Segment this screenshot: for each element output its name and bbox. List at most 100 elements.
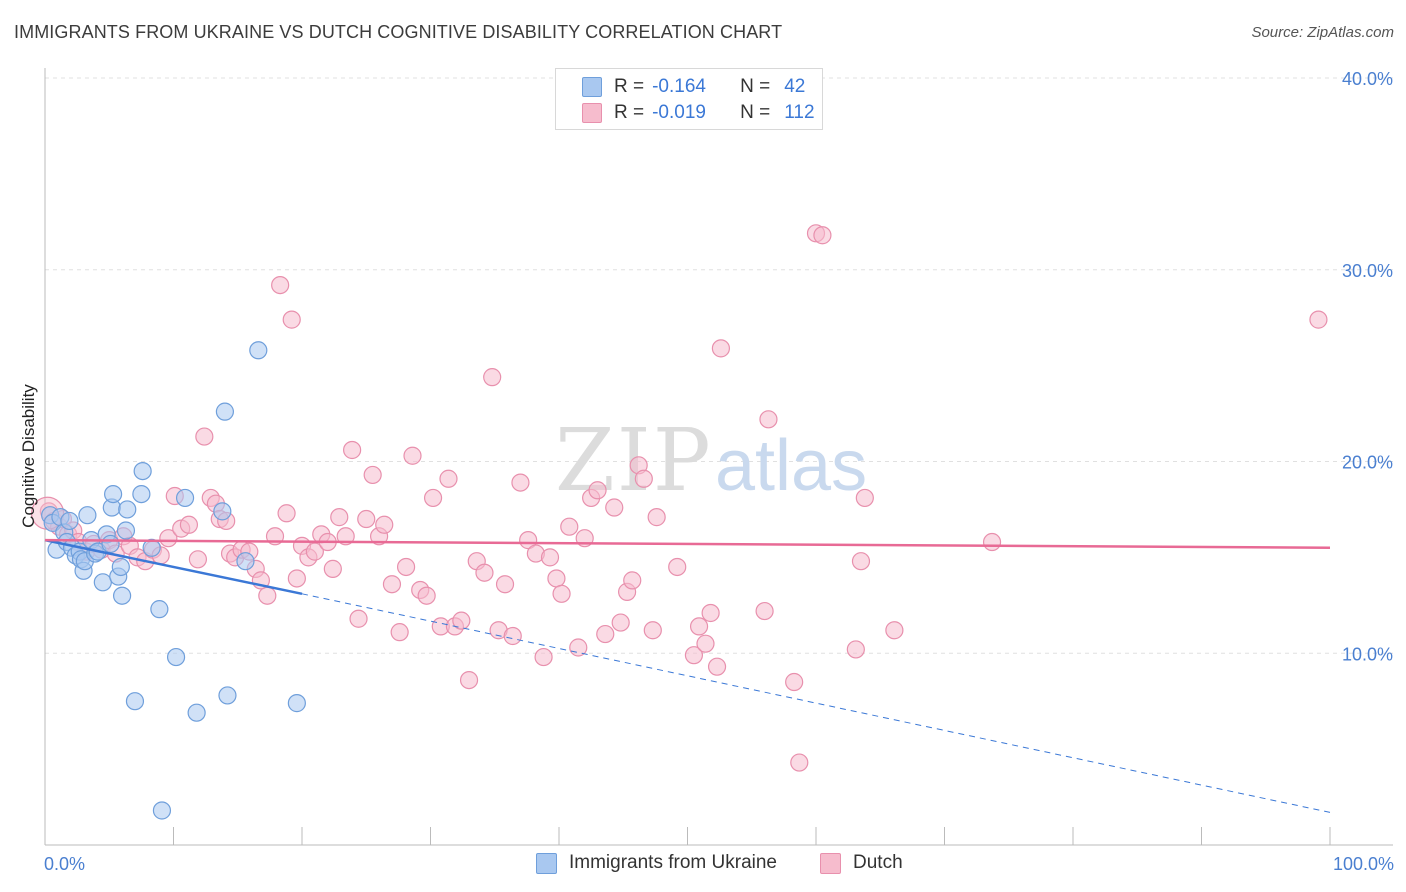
dutch-point (1309, 310, 1328, 329)
ukraine-point (133, 461, 152, 481)
dutch-point (547, 569, 566, 588)
dutch-point (511, 473, 530, 492)
series-legend: Immigrants from Ukraine Dutch (0, 852, 1406, 876)
dutch-point (540, 548, 560, 567)
dutch-point (519, 531, 538, 550)
dutch-point (179, 515, 199, 534)
ukraine-point (118, 500, 137, 519)
dutch-point (287, 569, 306, 588)
dutch-point (701, 603, 720, 623)
ukraine-points (41, 341, 306, 820)
dutch-point (495, 575, 515, 594)
chart-title: IMMIGRANTS FROM UKRAINE VS DUTCH COGNITI… (14, 22, 783, 42)
dutch-point (188, 550, 208, 569)
dutch-point (475, 563, 494, 582)
ukraine-point (166, 647, 186, 667)
y-axis-label: Cognitive Disability (19, 384, 38, 528)
dutch-point (459, 670, 479, 690)
dutch-point (643, 621, 662, 640)
ukraine-point (93, 573, 112, 592)
dutch-point (305, 542, 324, 561)
dutch-point (439, 469, 458, 488)
ukraine-point (101, 534, 120, 554)
ukraine-point (218, 686, 237, 705)
y-tick-label: 40.0% (1342, 69, 1393, 89)
dutch-point (668, 557, 687, 577)
dutch-point (696, 634, 715, 653)
dutch-point (343, 440, 362, 460)
ukraine-point (215, 402, 234, 421)
dutch-point (282, 310, 301, 329)
ukraine-point (112, 586, 132, 605)
dutch-point (623, 571, 642, 590)
dutch-point (323, 559, 342, 578)
ukraine-point (78, 506, 97, 525)
dutch-trend-line (44, 538, 1331, 550)
ukraine-point (152, 801, 172, 820)
dutch-point (634, 469, 653, 488)
ukraine-point (175, 488, 195, 508)
legend-n-label: N = (740, 102, 771, 123)
dutch-point (195, 427, 214, 446)
x-ticks (173, 827, 1331, 845)
axes (44, 68, 1393, 846)
series-swatch-dutch (820, 852, 841, 874)
dutch-point (423, 488, 443, 508)
series-legend-ukraine[interactable]: Immigrants from Ukraine (536, 852, 777, 874)
ukraine-point (150, 600, 169, 619)
dutch-point (596, 624, 615, 644)
legend-swatch-dutch (582, 103, 602, 123)
legend-n-value: 112 (784, 102, 815, 123)
dutch-point (349, 609, 368, 628)
dutch-point (390, 623, 409, 642)
dutch-point (330, 508, 349, 527)
dutch-point (759, 410, 778, 429)
ukraine-point (116, 521, 136, 540)
trend-lines (44, 538, 1331, 813)
legend-r-label: R = (614, 76, 645, 97)
ukraine-point (236, 552, 255, 571)
legend-n-value: 42 (784, 76, 806, 97)
dutch-points (30, 224, 1328, 772)
ukraine-point (249, 341, 268, 360)
dutch-point (403, 446, 422, 465)
series-swatch-ukraine (536, 852, 557, 874)
watermark-atlas: atlas (715, 426, 867, 506)
dutch-point (277, 504, 296, 523)
legend-r-label: R = (614, 102, 645, 123)
dutch-point (982, 532, 1002, 552)
dutch-point (755, 601, 774, 621)
dutch-point (684, 646, 704, 665)
dutch-point (552, 584, 571, 603)
ukraine-point (213, 502, 232, 521)
dutch-point (885, 621, 904, 640)
dutch-point (851, 552, 871, 571)
dutch-point (855, 488, 874, 508)
ukraine-point (125, 692, 145, 711)
dutch-point (846, 640, 865, 659)
series-legend-dutch[interactable]: Dutch (820, 852, 903, 874)
chart-source: Source: ZipAtlas.com (1251, 24, 1394, 41)
series-label-dutch: Dutch (853, 852, 903, 873)
dutch-point (647, 508, 666, 527)
dutch-point (560, 517, 579, 536)
legend-row-ukraine: R = -0.164 N = 42 (582, 75, 805, 99)
y-tick-label: 20.0% (1342, 453, 1393, 473)
dutch-point (417, 586, 436, 605)
legend-n-label: N = (740, 76, 771, 97)
ukraine-point (287, 694, 306, 713)
dutch-point (336, 527, 355, 546)
dutch-point (790, 753, 809, 772)
dutch-point (503, 626, 522, 646)
dutch-point (813, 226, 832, 245)
dutch-point (689, 617, 709, 636)
ukraine-point (187, 703, 206, 722)
legend-r-value: -0.019 (652, 102, 706, 123)
legend-row-dutch: R = -0.019 N = 112 (582, 101, 815, 125)
ukraine-trend-line (44, 538, 303, 596)
dutch-point (396, 557, 416, 577)
ukraine-point (60, 511, 79, 531)
ukraine-point (132, 484, 151, 504)
dutch-point (534, 647, 553, 667)
